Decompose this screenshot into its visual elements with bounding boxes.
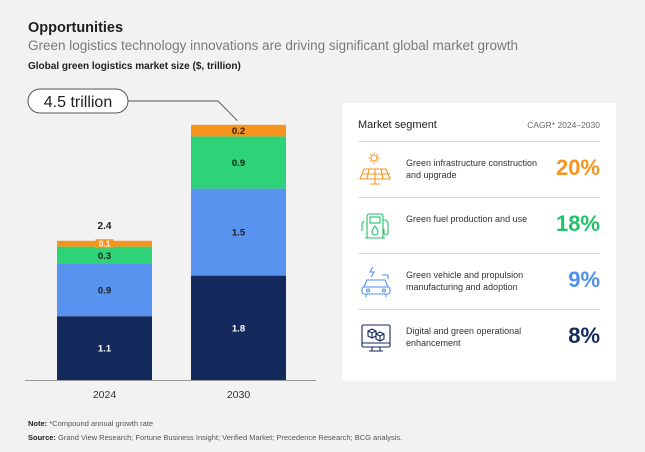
segment-cagr: 8% [568,323,600,348]
bar-segment [191,275,286,380]
data-label: 0.9 [232,158,245,169]
data-label: 0.1 [99,239,111,249]
callout-pill [27,88,129,114]
segment-row-infrastructure: Green infrastructure construction and up… [358,141,600,196]
callout-connector [128,100,238,122]
segment-row-fuel: Green fuel production and use 18% [358,197,600,252]
source-label: Source: [28,433,56,442]
data-label: 0.3 [98,251,111,262]
electric-vehicle-icon [361,266,391,297]
source-text: Grand View Research; Fortune Business In… [55,433,403,442]
source-line: Source: Grand View Research; Fortune Bus… [28,433,402,442]
solar-panel-icon [359,152,391,185]
segment-cagr: 9% [568,267,600,292]
page-title: Opportunities [28,20,124,36]
segment-cagr: 20% [555,155,600,180]
digital-cubes-icon [361,324,391,352]
data-label: 1.8 [232,323,245,334]
chart-label: Global green logistics market size ($, t… [28,61,241,72]
segment-cagr: 18% [555,211,600,236]
segment-row-digital: Digital and green operational enhancemen… [358,309,600,364]
market-segment-heading: Market segment [358,119,437,131]
data-label: 1.1 [98,344,112,355]
x-tick-label: 2024 [93,389,117,401]
data-label-background [95,239,114,249]
segment-label: Green vehicle and propulsion manufacturi… [406,270,524,292]
segment-label: Digital and green operational enhancemen… [406,326,522,348]
total-label: 2.4 [98,221,112,232]
panel-header: Market segment CAGR* 2024–2030 [358,119,600,131]
footnote: Note: *Compound annual growth rate [28,419,153,428]
market-segment-panel: Market segment CAGR* 2024–2030 Green inf… [342,103,616,381]
segment-label: Green fuel production and use [406,214,528,224]
bar-segment [191,188,286,276]
data-label: 1.5 [232,228,246,239]
cagr-heading: CAGR* 2024–2030 [527,120,600,130]
bar-segment [191,124,286,137]
x-tick-label: 2030 [227,389,251,401]
note-label: Note: [28,419,48,428]
fuel-pump-icon [361,213,389,239]
data-label: 0.9 [98,286,111,297]
segment-label: Green infrastructure construction and up… [406,158,538,180]
note-text: *Compound annual growth rate [47,419,154,428]
callout-text: 4.5 trillion [44,94,112,111]
segment-row-vehicle: Green vehicle and propulsion manufacturi… [358,253,600,308]
page-subtitle: Green logistics technology innovations a… [28,38,519,53]
bar-segment [191,136,286,189]
bar-segment [57,316,152,380]
bar-segment [57,264,152,317]
data-label: 0.2 [232,126,245,137]
bar-segment [57,246,152,264]
